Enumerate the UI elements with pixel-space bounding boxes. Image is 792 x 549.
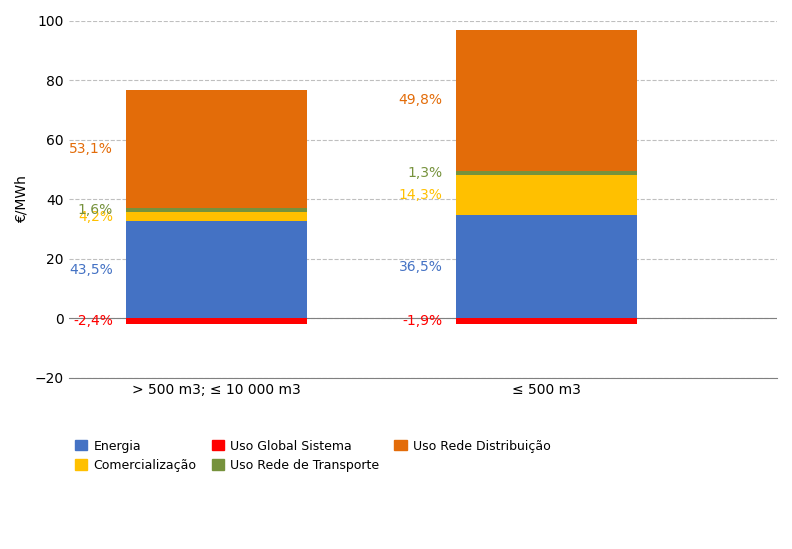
Text: 43,5%: 43,5%: [69, 263, 113, 277]
Text: 36,5%: 36,5%: [398, 260, 443, 274]
Bar: [126, 208, 307, 212]
Text: -2,4%: -2,4%: [73, 314, 113, 328]
Bar: [126, 212, 307, 221]
Bar: [455, 30, 637, 171]
Y-axis label: €/MWh: €/MWh: [15, 175, 29, 223]
Bar: [455, 171, 637, 175]
Bar: [455, 175, 637, 215]
Text: -1,9%: -1,9%: [402, 314, 443, 328]
Text: 1,3%: 1,3%: [407, 166, 443, 180]
Text: 1,6%: 1,6%: [78, 203, 113, 217]
Bar: [126, 221, 307, 318]
Bar: [455, 318, 637, 324]
Text: 4,2%: 4,2%: [78, 210, 113, 223]
Bar: [455, 215, 637, 318]
Text: 53,1%: 53,1%: [69, 142, 113, 156]
Legend: Energia, Comercialização, Uso Global Sistema, Uso Rede de Transporte, Uso Rede D: Energia, Comercialização, Uso Global Sis…: [74, 440, 551, 472]
Text: 14,3%: 14,3%: [398, 188, 443, 202]
Bar: [126, 89, 307, 208]
Bar: [126, 318, 307, 324]
Text: 49,8%: 49,8%: [398, 93, 443, 108]
